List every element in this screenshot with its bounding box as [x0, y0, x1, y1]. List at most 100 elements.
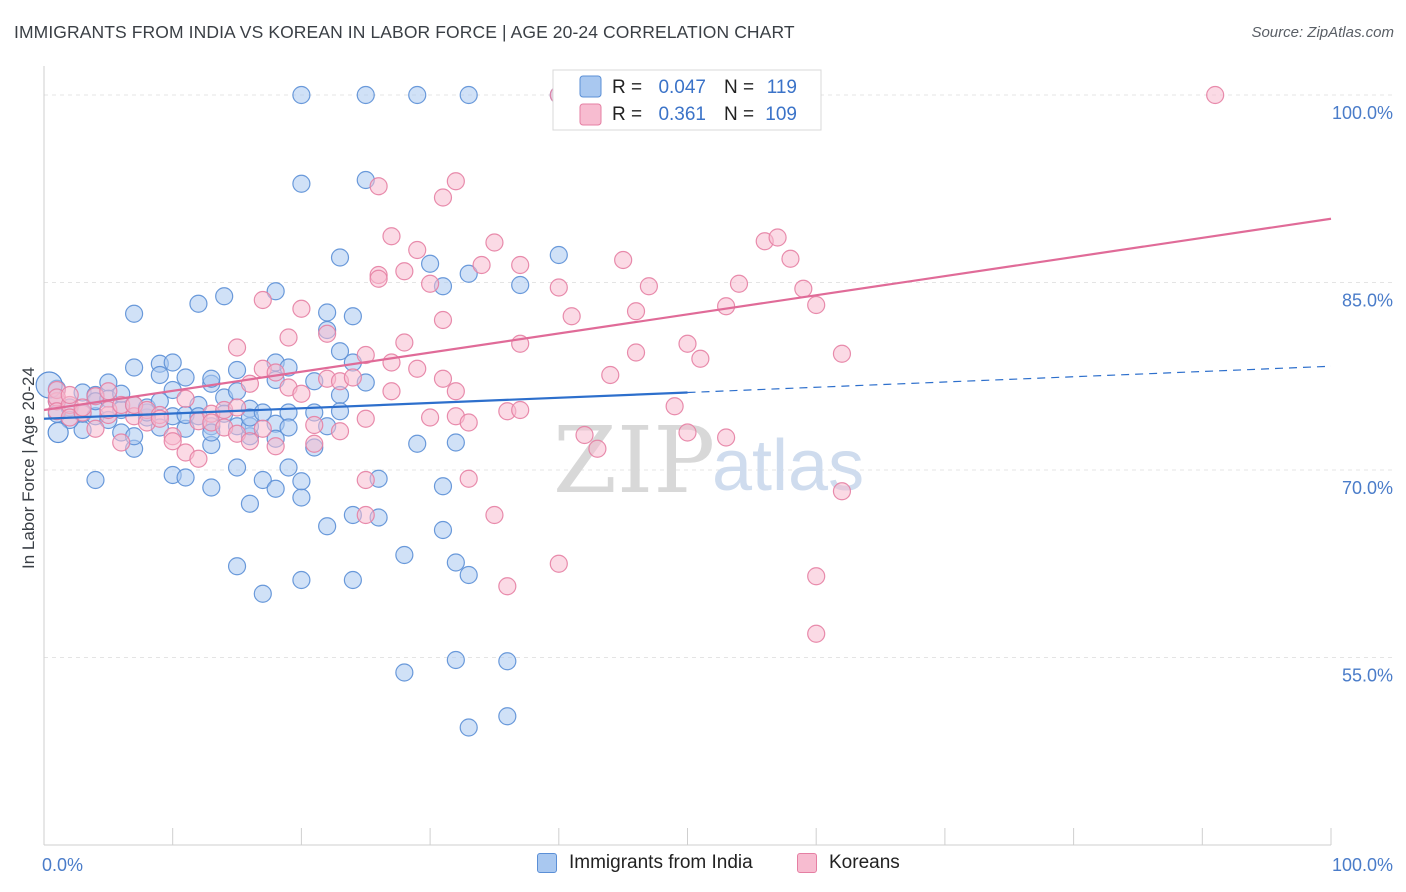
korean-point — [369, 269, 388, 288]
korean-point — [356, 345, 375, 365]
india-point — [330, 248, 350, 267]
korean-point — [112, 433, 131, 452]
korean-point — [86, 419, 105, 438]
korean-point — [794, 279, 813, 298]
korean-point — [253, 290, 272, 310]
legend-swatch-korean-bottom — [797, 853, 817, 873]
india-point — [292, 472, 311, 491]
korean-point — [729, 274, 749, 293]
korean-point — [485, 233, 504, 252]
korean-point — [163, 432, 182, 451]
india-point — [227, 458, 247, 477]
legend-n-value-korean: 109 — [765, 104, 797, 125]
korean-point — [717, 297, 736, 316]
korean-point — [60, 385, 79, 405]
korean-point — [318, 324, 337, 343]
korean-point — [421, 274, 440, 293]
korean-point — [356, 505, 375, 525]
watermark-zip: ZIP — [553, 407, 715, 514]
india-point — [189, 294, 208, 313]
india-point — [408, 434, 427, 453]
korean-point — [588, 439, 607, 458]
india-point — [124, 304, 144, 323]
korean-point — [356, 409, 375, 428]
india-point — [330, 402, 350, 421]
india-point — [446, 553, 465, 572]
korean-point — [781, 249, 800, 268]
y-tick-label: 55.0% — [1342, 666, 1393, 686]
legend-bottom: Immigrants from India Koreans — [0, 852, 1406, 878]
legend-swatch-india — [579, 75, 602, 98]
legend-n-value-india: 119 — [767, 77, 797, 98]
legend-top: R = 0.047 N = 119 R = 0.361 N = 109 — [552, 69, 822, 131]
korean-point — [446, 382, 465, 401]
watermark: ZIP atlas — [553, 407, 864, 514]
korean-point — [176, 389, 195, 408]
korean-point — [626, 343, 646, 362]
x-tick-label: 0.0% — [42, 855, 83, 875]
india-point — [279, 418, 298, 437]
korean-point — [292, 384, 311, 403]
korean-point — [433, 310, 453, 330]
india-point — [266, 282, 285, 301]
korean-point — [279, 328, 298, 347]
legend-item-india: Immigrants from India — [537, 852, 753, 874]
india-point — [446, 433, 465, 452]
india-point — [459, 264, 478, 283]
india-point — [292, 570, 311, 590]
india-point — [202, 369, 221, 388]
korean-point — [1206, 85, 1225, 105]
x-tick-labels: 0.0% 100.0% — [42, 855, 1393, 875]
korean-point — [421, 408, 440, 427]
trend-line-india — [43, 391, 688, 420]
india-point — [318, 517, 337, 536]
korean-point — [292, 299, 311, 318]
india-point — [240, 494, 260, 513]
y-tick-labels: 55.0% 70.0% 85.0% 100.0% — [1332, 103, 1393, 686]
korean-point — [511, 255, 530, 275]
korean-point — [472, 255, 491, 275]
korean-point — [459, 469, 478, 488]
korean-point — [807, 624, 826, 643]
india-point — [318, 303, 337, 322]
korean-point — [498, 577, 517, 596]
korean-point — [459, 413, 478, 432]
korean-point — [227, 398, 247, 417]
source-label: Source: ZipAtlas.com — [1251, 24, 1394, 41]
trend-lines — [43, 217, 1332, 420]
korean-point — [330, 422, 350, 441]
india-point — [343, 570, 362, 590]
india-point — [163, 353, 182, 372]
india-point — [292, 85, 311, 105]
y-tick-label: 70.0% — [1342, 478, 1393, 498]
korean-point — [227, 338, 247, 357]
korean-point — [575, 425, 594, 445]
y-axis-label: In Labor Force | Age 20-24 — [19, 367, 38, 569]
india-point — [459, 718, 478, 737]
korean-point — [639, 277, 658, 296]
korean-point — [807, 295, 826, 315]
korean-point — [691, 349, 710, 368]
series-korean-points — [47, 85, 1225, 643]
korean-point — [305, 415, 324, 435]
legend-swatch-india-bottom — [537, 853, 557, 873]
india-point — [150, 365, 169, 385]
india-point — [408, 85, 427, 105]
india-point — [253, 584, 272, 603]
korean-point — [678, 334, 697, 353]
legend-r-label-india: R = — [612, 77, 642, 98]
india-point — [202, 478, 221, 497]
india-point — [86, 470, 105, 490]
korean-point — [266, 363, 285, 382]
india-point — [459, 85, 478, 105]
india-point — [498, 652, 517, 671]
korean-point — [433, 369, 453, 388]
india-point — [343, 307, 362, 326]
india-point — [124, 358, 144, 377]
trend-line-korean — [43, 217, 1332, 412]
india-point — [433, 520, 453, 540]
india-point — [215, 287, 234, 306]
legend-n-label-korean: N = — [724, 104, 754, 125]
korean-point — [614, 250, 633, 270]
